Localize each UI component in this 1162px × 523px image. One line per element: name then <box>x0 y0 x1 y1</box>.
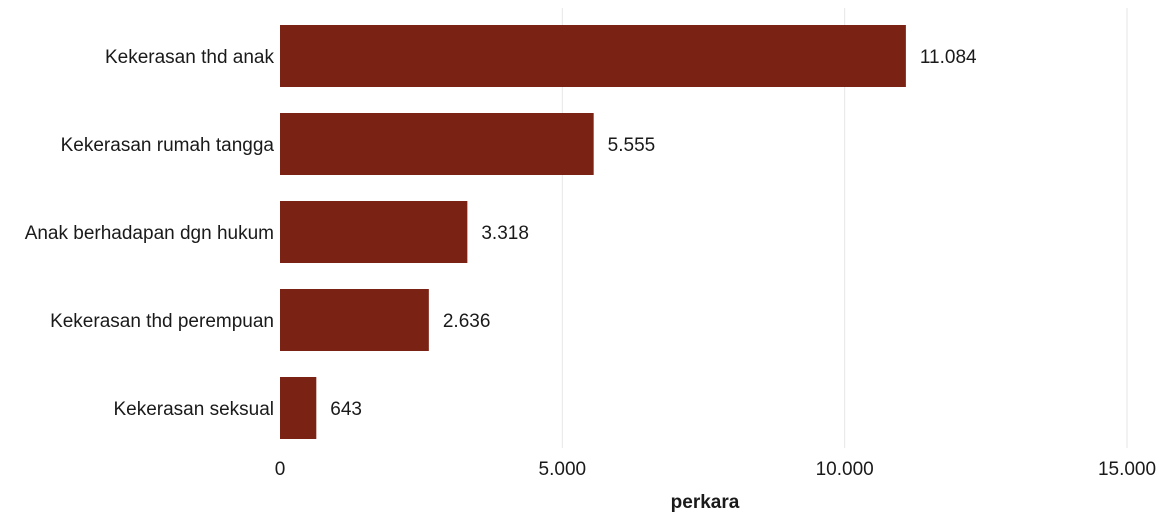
x-axis-ticks: 0 5.000 10.000 15.000 <box>275 459 1156 480</box>
category-label: Kekerasan rumah tangga <box>61 135 275 156</box>
bar-layer <box>280 25 906 439</box>
x-tick-label: 15.000 <box>1098 459 1156 480</box>
bar <box>280 25 906 87</box>
x-tick-label: 5.000 <box>539 459 587 480</box>
x-tick-label: 10.000 <box>816 459 874 480</box>
bar <box>280 113 594 175</box>
x-axis-title: perkara <box>671 492 740 513</box>
category-label: Kekerasan seksual <box>113 399 274 420</box>
category-labels: Kekerasan thd anak Kekerasan rumah tangga… <box>25 47 275 420</box>
x-tick-label: 0 <box>275 459 286 480</box>
value-label: 11.084 <box>920 47 977 68</box>
value-label: 5.555 <box>608 135 656 156</box>
value-label: 3.318 <box>481 223 529 244</box>
bar <box>280 289 429 351</box>
value-label: 643 <box>330 399 362 420</box>
value-label: 2.636 <box>443 311 491 332</box>
bar <box>280 201 468 263</box>
value-labels: 11.084 5.555 3.318 2.636 643 <box>330 47 977 420</box>
bar <box>280 377 317 439</box>
category-label: Kekerasan thd anak <box>105 47 275 68</box>
category-label: Anak berhadapan dgn hukum <box>25 223 274 244</box>
category-label: Kekerasan thd perempuan <box>50 311 274 332</box>
